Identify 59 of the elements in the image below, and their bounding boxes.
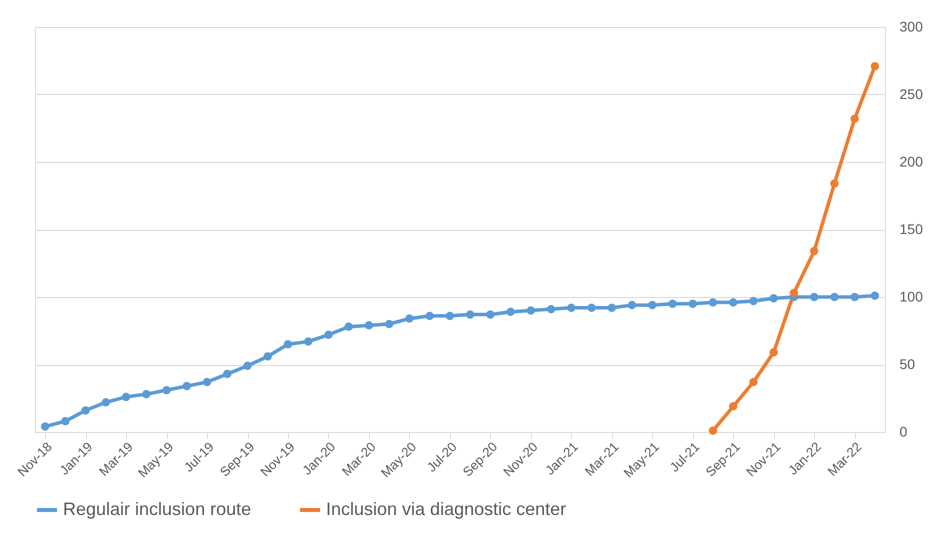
point bbox=[729, 402, 738, 411]
y-tick-label: 0 bbox=[900, 424, 908, 440]
point bbox=[162, 386, 171, 394]
point bbox=[264, 352, 272, 361]
y-tick-label: 100 bbox=[900, 288, 924, 304]
point bbox=[102, 398, 110, 406]
point bbox=[790, 288, 798, 298]
point bbox=[304, 337, 312, 346]
point bbox=[810, 292, 818, 302]
point bbox=[344, 322, 353, 331]
point bbox=[81, 406, 90, 415]
point bbox=[870, 291, 880, 300]
point bbox=[870, 62, 880, 70]
point bbox=[567, 304, 576, 312]
point bbox=[40, 422, 50, 431]
point bbox=[628, 300, 636, 310]
point bbox=[810, 246, 818, 256]
point bbox=[608, 304, 616, 312]
point bbox=[324, 330, 333, 339]
point bbox=[749, 296, 758, 306]
point bbox=[122, 392, 130, 402]
point bbox=[384, 320, 394, 328]
point bbox=[830, 292, 839, 302]
point bbox=[587, 304, 596, 312]
point bbox=[425, 312, 434, 320]
point bbox=[770, 294, 778, 303]
point bbox=[850, 114, 859, 123]
y-tick-label: 250 bbox=[900, 86, 924, 102]
point bbox=[729, 298, 738, 307]
point bbox=[61, 417, 70, 426]
y-tick-label: 150 bbox=[900, 221, 924, 237]
point bbox=[546, 304, 556, 314]
point bbox=[668, 300, 677, 308]
point bbox=[142, 390, 150, 398]
point bbox=[688, 300, 697, 308]
point bbox=[182, 382, 191, 390]
point bbox=[405, 314, 414, 323]
point bbox=[284, 340, 292, 348]
legend-label: Regulair inclusion route bbox=[63, 499, 252, 519]
y-tick-label: 300 bbox=[900, 18, 924, 34]
point bbox=[202, 378, 212, 386]
point bbox=[749, 378, 758, 386]
point bbox=[486, 310, 495, 319]
y-tick-label: 50 bbox=[900, 356, 916, 372]
point bbox=[708, 298, 718, 307]
point bbox=[466, 310, 474, 319]
point bbox=[364, 321, 374, 330]
point bbox=[446, 312, 454, 320]
point bbox=[506, 308, 515, 316]
y-tick-label: 200 bbox=[900, 154, 924, 170]
point bbox=[708, 426, 718, 435]
point bbox=[223, 370, 232, 378]
point bbox=[850, 292, 859, 302]
legend-label: Inclusion via diagnostic center bbox=[326, 499, 566, 519]
point bbox=[243, 362, 252, 370]
point bbox=[648, 300, 656, 310]
point bbox=[770, 348, 778, 357]
point bbox=[830, 179, 839, 188]
point bbox=[526, 306, 536, 315]
